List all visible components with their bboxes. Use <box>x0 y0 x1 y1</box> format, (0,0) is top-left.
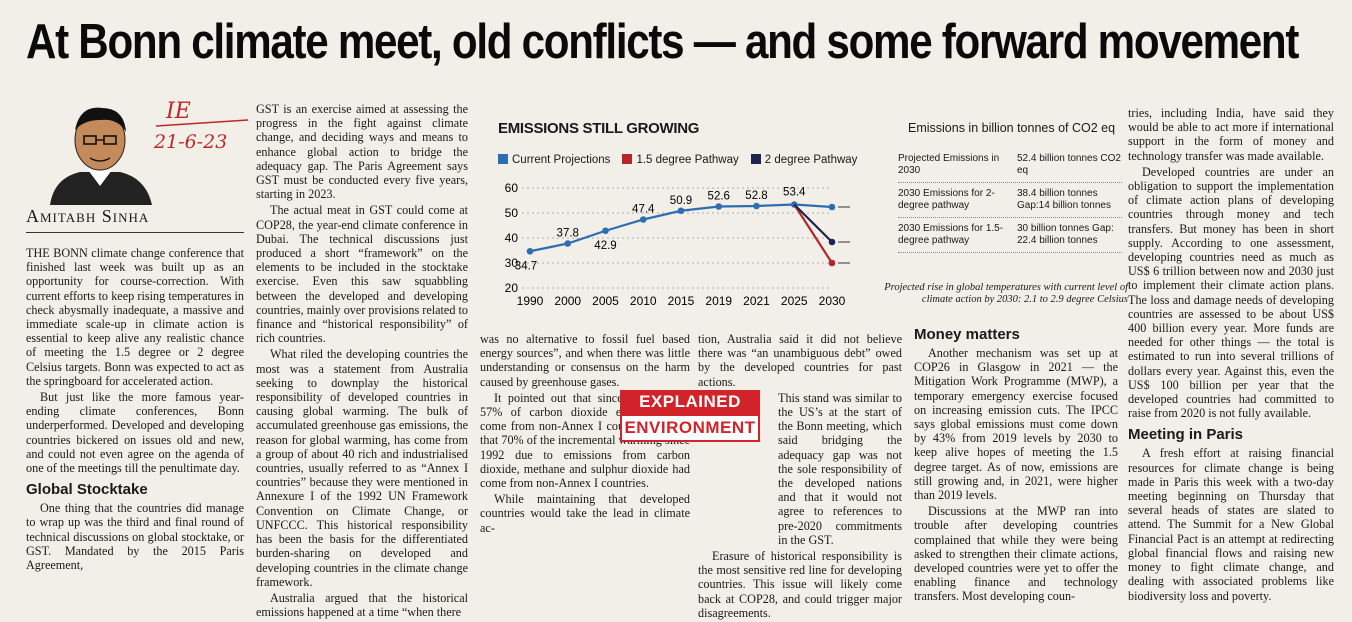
author-portrait <box>50 107 152 205</box>
x-tick-label: 2019 <box>705 294 732 308</box>
legend-item-15: 1.5 degree Pathway <box>622 154 739 166</box>
column-6: tries, including India, have said they w… <box>1128 106 1334 605</box>
byline: Amitabh Sinha <box>26 206 150 226</box>
emissions-table: Projected Emissions in 2030 52.4 billion … <box>898 148 1122 253</box>
x-tick-label: 2030 <box>819 294 846 308</box>
subheading-meeting-in-paris: Meeting in Paris <box>1128 426 1244 444</box>
paragraph: Discussions at the MWP ran into trouble … <box>914 504 1118 604</box>
data-label: 34.7 <box>515 260 537 272</box>
legend-label: 2 degree Pathway <box>764 154 858 166</box>
data-label: 47.4 <box>632 204 655 216</box>
data-label: 53.4 <box>783 187 806 199</box>
paragraph: was no alternative to fossil fuel based … <box>480 332 690 389</box>
handnote-line1: IE <box>165 99 191 124</box>
y-tick-label: 50 <box>505 206 519 220</box>
x-tick-label: 2021 <box>743 294 770 308</box>
paragraph: GST is an exercise aimed at assessing th… <box>256 102 468 202</box>
paragraph: While maintaining that developed countri… <box>480 492 690 535</box>
legend-item-current: Current Projections <box>498 154 610 166</box>
x-tick-label: 2015 <box>668 294 695 308</box>
x-tick-label: 2010 <box>630 294 657 308</box>
data-point <box>564 240 572 247</box>
x-tick-label: 2005 <box>592 294 619 308</box>
x-tick-label: 1990 <box>517 294 544 308</box>
data-point <box>602 227 609 235</box>
byline-divider <box>26 232 244 233</box>
data-label: 52.8 <box>745 190 767 202</box>
legend-item-2: 2 degree Pathway <box>750 154 858 166</box>
data-point <box>715 203 723 210</box>
table-cell-value: 30 billion tonnes Gap: 22.4 billion tonn… <box>1017 223 1114 246</box>
table-cell-value: 38.4 billion tonnes Gap:14 billion tonne… <box>1017 188 1111 211</box>
paragraph: Erasure of historical responsibility is … <box>698 549 902 620</box>
table-cell-label: 2030 Emissions for 1.5-degree pathway <box>898 223 1004 246</box>
data-label: 50.9 <box>670 195 692 207</box>
y-tick-label: 40 <box>505 231 519 245</box>
paragraph: A fresh effort at raising financial reso… <box>1128 446 1334 603</box>
table-cell-value: 52.4 billion tonnes CO2 eq <box>1017 153 1121 176</box>
y-tick-label: 30 <box>505 256 519 270</box>
paragraph: THE BONN climate change conference that … <box>26 246 244 388</box>
paragraph: But just like the more famous year-endin… <box>26 390 244 476</box>
column-2: GST is an exercise aimed at assessing th… <box>256 102 468 621</box>
legend-label: 1.5 degree Pathway <box>636 154 739 166</box>
chart-legend: Current Projections 1.5 degree Pathway 2… <box>498 154 857 166</box>
x-tick-label: 2025 <box>781 294 808 308</box>
data-point <box>828 203 836 211</box>
explained-badge: EXPLAINED ENVIRONMENT <box>620 390 760 442</box>
paragraph: Another mechanism was set up at COP26 in… <box>914 346 1118 503</box>
paragraph: One thing that the countries did manage … <box>26 501 244 573</box>
table-row: Projected Emissions in 2030 52.4 billion … <box>898 148 1122 183</box>
data-point <box>639 216 647 223</box>
legend-label: Current Projections <box>512 154 611 166</box>
series-line-3 <box>793 203 833 243</box>
data-point <box>828 238 836 246</box>
table-row: 2030 Emissions for 1.5-degree pathway 30 … <box>898 218 1122 253</box>
paragraph: The actual meat in GST could come at COP… <box>256 203 468 346</box>
subheading-money-matters: Money matters <box>914 326 1020 343</box>
data-label: 52.6 <box>708 191 730 203</box>
subheading-global-stocktake: Global Stocktake <box>26 481 148 499</box>
data-point <box>753 202 760 210</box>
data-point <box>677 207 685 215</box>
column-4: tion, Australia said it did not believe … <box>698 332 902 622</box>
chart-title: EMISSIONS STILL GROWING <box>498 120 700 137</box>
handwritten-note: IE 21-6-23 <box>153 99 249 153</box>
data-label: 37.8 <box>557 228 579 240</box>
y-tick-label: 60 <box>505 181 519 195</box>
paragraph: This stand was similar to the US’s at th… <box>778 390 902 547</box>
environment-label: ENVIRONMENT <box>620 414 760 442</box>
column-5: Money matters Another mechanism was set … <box>914 326 1118 606</box>
paragraph: tion, Australia said it did not believe … <box>698 332 902 389</box>
data-label: 42.9 <box>594 240 616 252</box>
table-cell-label: Projected Emissions in 2030 <box>898 153 1000 176</box>
paragraph: tries, including India, have said they w… <box>1128 106 1334 163</box>
paragraph: What riled the developing countries the … <box>256 347 468 589</box>
paragraph: Australia argued that the historical emi… <box>256 590 468 620</box>
data-point <box>828 259 836 267</box>
data-point <box>526 247 534 255</box>
column-1: THE BONN climate change conference that … <box>26 246 244 574</box>
chart-unit-label: Emissions in billion tonnes of CO2 eq <box>908 121 1116 135</box>
headline: At Bonn climate meet, old conflicts — an… <box>26 15 1299 69</box>
y-tick-label: 20 <box>505 281 519 295</box>
paragraph: Developed countries are under an obligat… <box>1128 164 1334 421</box>
handnote-line2: 21-6-23 <box>153 131 227 153</box>
table-cell-label: 2030 Emissions for 2-degree pathway <box>898 188 995 211</box>
table-row: 2030 Emissions for 2-degree pathway 38.4 … <box>898 183 1122 218</box>
x-tick-label: 2000 <box>554 294 581 308</box>
chart-footnote: Projected rise in global temperatures wi… <box>884 282 1128 305</box>
series-line-2 <box>793 203 833 264</box>
explained-label: EXPLAINED <box>620 390 760 414</box>
